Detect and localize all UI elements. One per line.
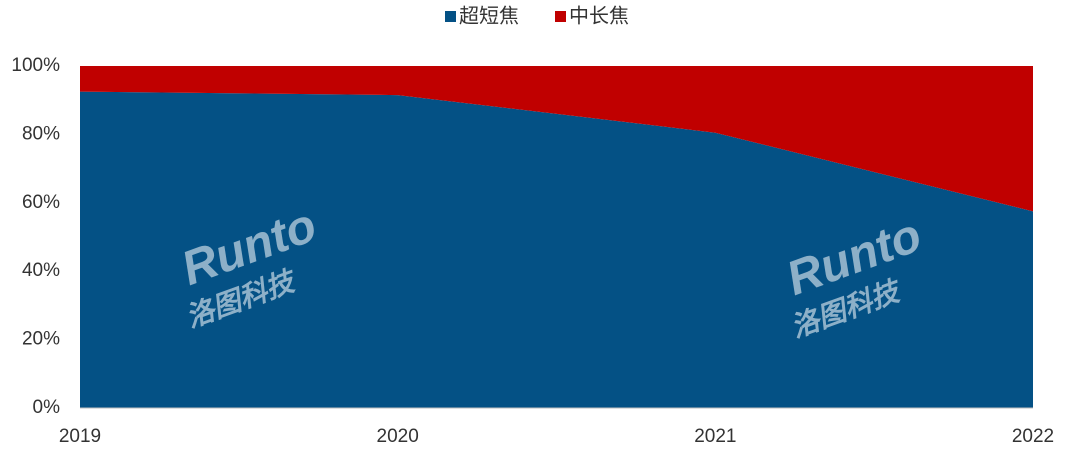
legend-swatch [555, 11, 566, 22]
y-tick-label: 80% [22, 123, 60, 144]
area [80, 91, 1033, 409]
y-tick-label: 100% [11, 55, 60, 76]
x-tick-label: 2022 [1012, 426, 1054, 447]
y-tick-label: 40% [22, 260, 60, 281]
y-tick-label: 60% [22, 192, 60, 213]
x-tick-label: 2019 [59, 426, 101, 447]
legend-label: 中长焦 [569, 4, 629, 27]
x-tick-label: 2021 [694, 426, 736, 447]
area [80, 66, 1033, 212]
y-tick-label: 0% [33, 397, 61, 418]
legend-label: 超短焦 [459, 4, 519, 27]
x-tick-label: 2020 [377, 426, 419, 447]
legend-swatch [445, 11, 456, 22]
y-tick-label: 20% [22, 329, 60, 350]
